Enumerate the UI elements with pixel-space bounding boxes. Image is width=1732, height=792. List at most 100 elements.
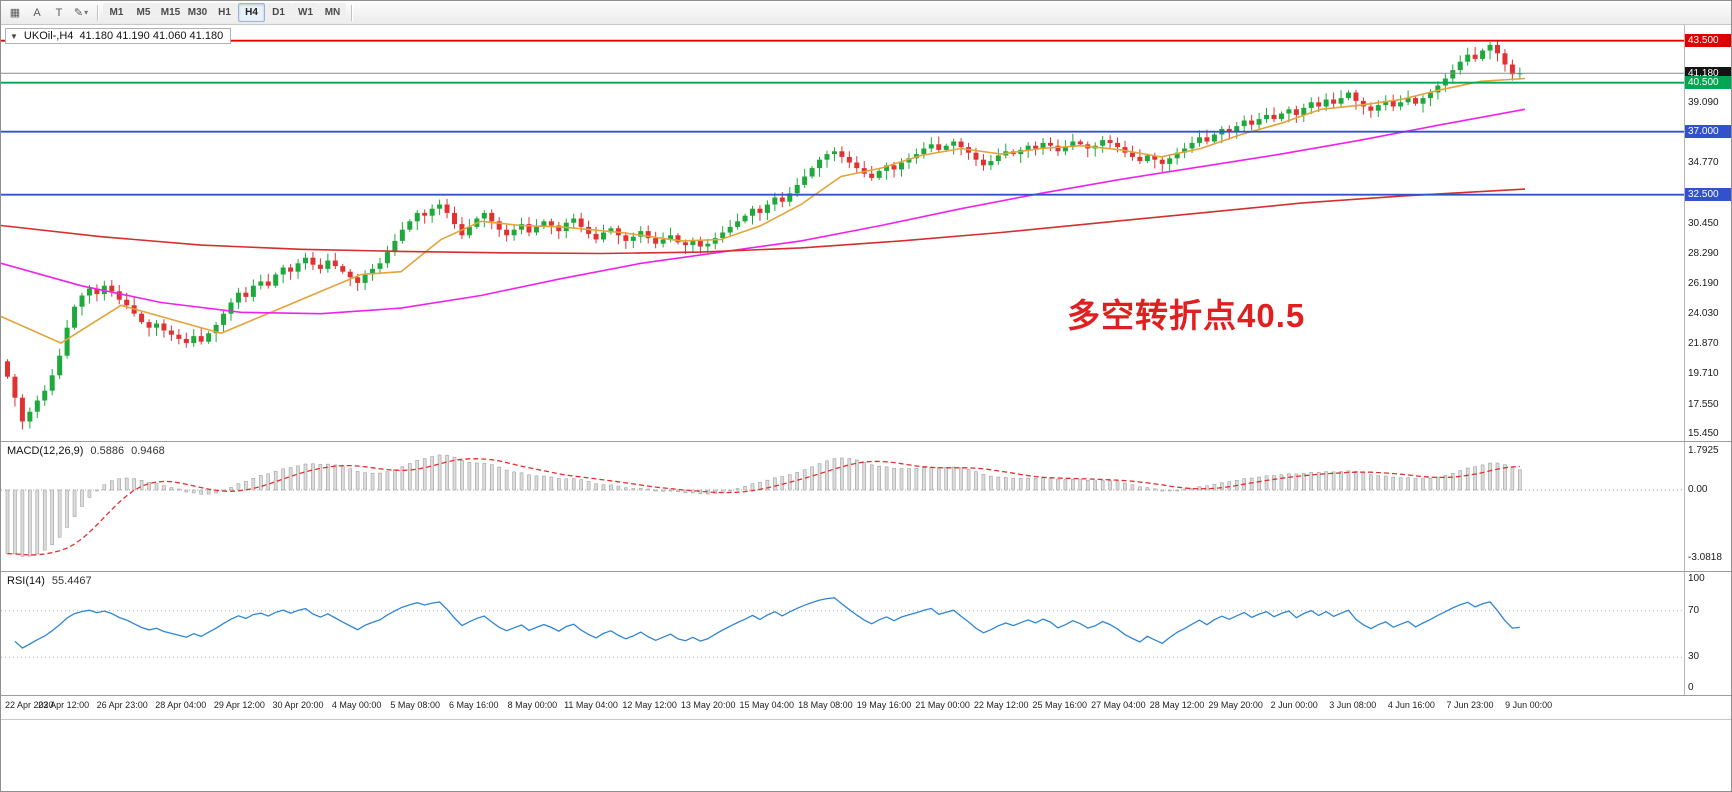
macd-panel[interactable]: 1.7925 0.00 -3.0818 MACD(12,26,9) 0.5886 0… bbox=[1, 442, 1731, 572]
timeframe-button-H1[interactable]: H1 bbox=[211, 3, 238, 22]
time-axis-label: 29 May 20:00 bbox=[1208, 700, 1263, 710]
timeframe-button-M5[interactable]: M5 bbox=[130, 3, 157, 22]
timeframe-button-D1[interactable]: D1 bbox=[265, 3, 292, 22]
timeframe-button-M1[interactable]: M1 bbox=[103, 3, 130, 22]
rsi-value: 55.4467 bbox=[51, 575, 92, 587]
time-axis-label: 25 May 16:00 bbox=[1032, 700, 1088, 710]
rsi-axis-label: 0 bbox=[1688, 682, 1694, 693]
timeframe-button-M30[interactable]: M30 bbox=[184, 3, 211, 22]
price-axis-label: 21.870 bbox=[1688, 338, 1719, 349]
price-axis[interactable]: 43.500 41.180 40.500 39.090 37.000 34.770 32.5… bbox=[1684, 25, 1731, 441]
price-axis-label: 39.090 bbox=[1688, 96, 1719, 108]
time-axis-label: 21 May 00:00 bbox=[915, 700, 970, 710]
price-axis-label: 37.000 bbox=[1685, 125, 1731, 139]
macd-histogram bbox=[5, 454, 1522, 557]
time-axis-label: 23 Apr 12:00 bbox=[38, 700, 90, 710]
price-axis-label: 28.290 bbox=[1688, 248, 1719, 260]
price-axis-label: 26.190 bbox=[1688, 277, 1719, 289]
price-axis-label: 17.550 bbox=[1688, 398, 1719, 410]
rsi-axis-label: 70 bbox=[1688, 604, 1700, 616]
macd-name: MACD(12,26,9) bbox=[7, 445, 84, 457]
rsi-line bbox=[14, 597, 1520, 649]
price-axis-label: 19.710 bbox=[1688, 368, 1719, 380]
timeframe-button-W1[interactable]: W1 bbox=[292, 3, 319, 22]
text-tool-button[interactable]: T bbox=[48, 3, 70, 22]
cursor-tool-button[interactable]: A bbox=[26, 3, 48, 22]
ma-fast-orange bbox=[1, 77, 1526, 345]
price-axis-label: 43.500 bbox=[1685, 34, 1731, 48]
macd-axis-label: 0.00 bbox=[1688, 484, 1708, 495]
time-axis-label: 27 May 04:00 bbox=[1091, 700, 1146, 710]
symbol-info: ▼ UKOil-,H4 41.180 41.190 41.060 41.180 bbox=[5, 28, 232, 44]
pencil-icon: ✎ bbox=[73, 7, 84, 19]
timeframe-button-MN[interactable]: MN bbox=[319, 3, 346, 22]
time-axis-label: 19 May 16:00 bbox=[856, 700, 912, 710]
rsi-axis-label: 100 bbox=[1688, 573, 1705, 584]
price-axis-label: 15.450 bbox=[1688, 427, 1719, 439]
time-axis-label: 11 May 04:00 bbox=[564, 700, 618, 710]
timeframe-button-H4[interactable]: H4 bbox=[238, 3, 265, 22]
chart-window-button[interactable]: ▦ bbox=[4, 3, 26, 22]
macd-axis[interactable]: 1.7925 0.00 -3.0818 bbox=[1684, 442, 1731, 571]
toolbar: ▦ A T ✎ ▾ M1 M5 M15 M30 H1 H4 D1 W1 MN bbox=[1, 1, 1731, 25]
draw-tool-button[interactable]: ✎ ▾ bbox=[70, 3, 92, 22]
timeframe-button-M15[interactable]: M15 bbox=[157, 3, 184, 22]
toolbar-separator bbox=[97, 4, 98, 21]
rsi-axis-label: 30 bbox=[1688, 651, 1700, 663]
chart-annotation: 多空转折点40.5 bbox=[1067, 297, 1306, 334]
price-axis-label: 24.030 bbox=[1688, 307, 1719, 319]
time-axis-label: 12 May 12:00 bbox=[622, 700, 677, 710]
time-axis-label: 18 May 08:00 bbox=[798, 700, 853, 710]
price-axis-label: 40.500 bbox=[1685, 76, 1731, 90]
time-axis-label: 22 May 12:00 bbox=[973, 700, 1029, 710]
rsi-axis[interactable]: 100 70 30 0 bbox=[1684, 572, 1731, 695]
macd-label: MACD(12,26,9) 0.5886 0.9468 bbox=[7, 445, 165, 457]
time-axis-label: 13 May 20:00 bbox=[680, 700, 736, 710]
price-axis-label: 34.770 bbox=[1688, 157, 1719, 169]
time-axis-label: 6 May 16:00 bbox=[449, 700, 499, 710]
ma-mid-magenta bbox=[1, 108, 1526, 315]
time-axis-label: 7 Jun 23:00 bbox=[1446, 700, 1494, 710]
time-axis-label: 2 Jun 00:00 bbox=[1270, 700, 1318, 710]
time-axis-label: 9 Jun 00:00 bbox=[1505, 700, 1553, 710]
ma-slow-red bbox=[1, 188, 1526, 255]
rsi-panel[interactable]: 100 70 30 0 RSI(14) 55.4467 bbox=[1, 572, 1731, 696]
rsi-chart[interactable] bbox=[1, 572, 1685, 695]
time-axis-label: 15 May 04:00 bbox=[739, 700, 795, 710]
time-axis-label: 28 May 12:00 bbox=[1149, 700, 1205, 710]
macd-chart[interactable] bbox=[1, 442, 1685, 571]
time-axis-label: 22 Apr 2020 bbox=[5, 700, 54, 710]
macd-signal-line bbox=[7, 458, 1520, 556]
chevron-down-icon: ▾ bbox=[84, 8, 89, 17]
time-axis-label: 8 May 00:00 bbox=[507, 700, 558, 710]
time-axis-label: 30 Apr 20:00 bbox=[272, 700, 324, 710]
macd-axis-label: 1.7925 bbox=[1688, 444, 1719, 456]
macd-value: 0.5886 bbox=[90, 445, 125, 457]
ohlc-values: 41.180 41.190 41.060 41.180 bbox=[79, 30, 224, 42]
rsi-name: RSI(14) bbox=[7, 575, 45, 587]
rsi-label: RSI(14) 55.4467 bbox=[7, 575, 92, 587]
price-axis-label: 30.450 bbox=[1688, 217, 1719, 229]
symbol-title: UKOil-,H4 bbox=[23, 30, 74, 42]
collapse-triangle-icon[interactable]: ▼ bbox=[10, 31, 18, 41]
time-axis-label: 4 May 00:00 bbox=[331, 700, 382, 710]
toolbar-separator bbox=[351, 4, 352, 21]
price-axis-label: 32.500 bbox=[1685, 188, 1731, 202]
text-tool-icon: T bbox=[55, 6, 63, 19]
candlestick-chart[interactable] bbox=[1, 25, 1685, 441]
cursor-tool-icon: A bbox=[33, 6, 41, 19]
candles-layer[interactable] bbox=[5, 41, 1523, 430]
time-axis[interactable]: 22 Apr 2020 23 Apr 12:00 26 Apr 23:00 28 Ap… bbox=[1, 696, 1731, 720]
main-chart-panel[interactable]: 43.500 41.180 40.500 39.090 37.000 34.770 32.5… bbox=[1, 25, 1731, 442]
timeframe-button-group: M1 M5 M15 M30 H1 H4 D1 W1 MN bbox=[103, 3, 346, 22]
macd-signal-value: 0.9468 bbox=[131, 445, 165, 457]
time-axis-label: 5 May 08:00 bbox=[390, 700, 440, 710]
macd-axis-label: -3.0818 bbox=[1688, 551, 1722, 563]
time-axis-label: 28 Apr 04:00 bbox=[155, 700, 207, 710]
chart-window-icon: ▦ bbox=[9, 7, 21, 19]
time-axis-label: 3 Jun 08:00 bbox=[1329, 700, 1377, 710]
time-axis-label: 29 Apr 12:00 bbox=[213, 700, 265, 710]
time-axis-label: 26 Apr 23:00 bbox=[96, 700, 148, 710]
bottom-filler bbox=[1, 720, 1731, 791]
